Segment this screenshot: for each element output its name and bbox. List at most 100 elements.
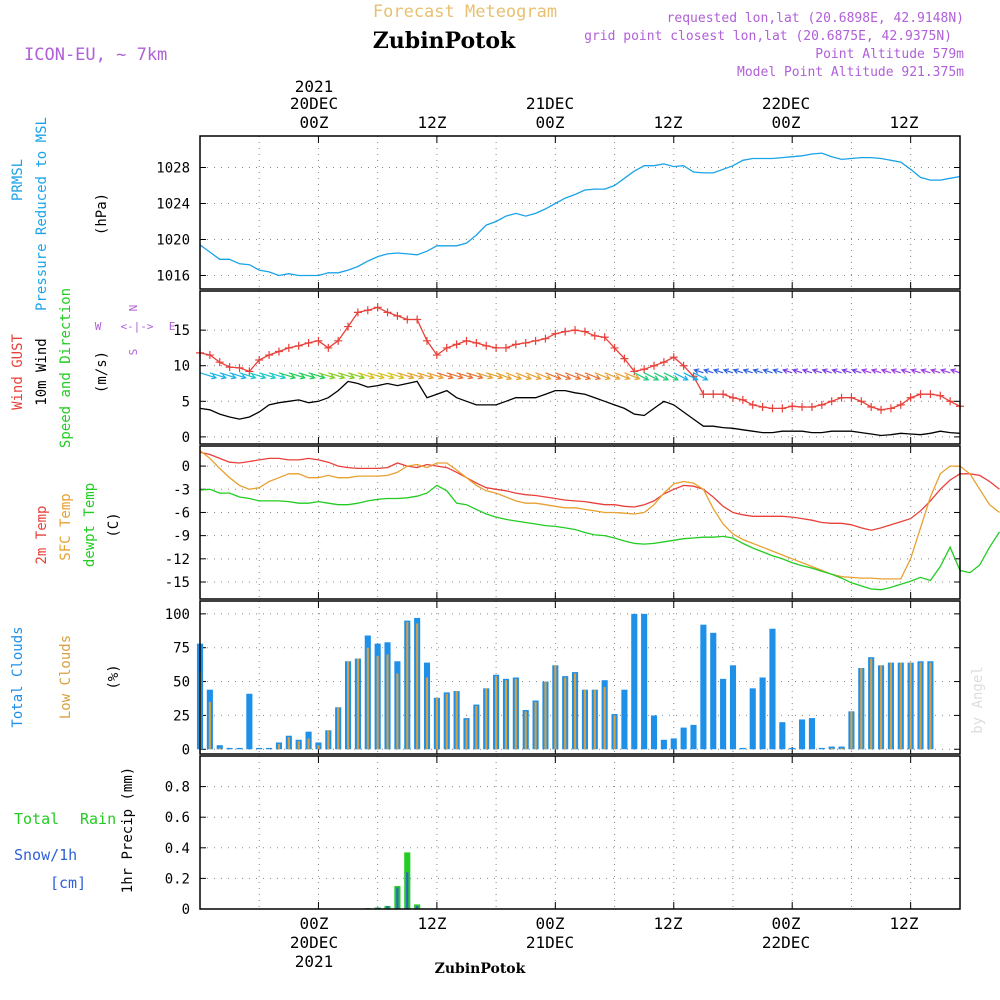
gust-marker bbox=[245, 367, 254, 376]
wind-arrow bbox=[604, 372, 621, 381]
low-cloud-bar bbox=[208, 701, 211, 750]
panel-4: 0 25 50 75 100 bbox=[165, 600, 961, 758]
wind-arrow bbox=[367, 372, 385, 380]
wind-arrow bbox=[851, 368, 862, 374]
total-cloud-bar bbox=[710, 632, 717, 750]
wind-arrow bbox=[673, 372, 689, 381]
wind-arrow bbox=[515, 372, 533, 381]
top-hour-label: 00Z bbox=[300, 113, 329, 132]
wind-arrow bbox=[574, 372, 592, 381]
low-cloud-bar bbox=[406, 621, 409, 750]
low-cloud-bar bbox=[297, 741, 300, 750]
wind-arrow bbox=[722, 368, 734, 374]
wind-arrow bbox=[831, 368, 842, 374]
gust-marker bbox=[462, 336, 471, 345]
bottom-hour-label: 12Z bbox=[654, 914, 683, 933]
wind-arrow bbox=[772, 368, 783, 374]
gust-marker bbox=[877, 405, 886, 414]
total-cloud-bar bbox=[799, 719, 806, 750]
gust-marker bbox=[274, 347, 283, 356]
total-cloud-bar bbox=[246, 693, 253, 750]
gust-marker bbox=[225, 363, 234, 372]
gust-marker bbox=[679, 361, 688, 370]
total-cloud-bar bbox=[700, 624, 707, 750]
wind-arrow bbox=[643, 372, 660, 381]
wind-arrow bbox=[594, 372, 611, 381]
wind-arrow bbox=[436, 372, 455, 380]
gust-marker bbox=[817, 400, 826, 409]
gust-marker bbox=[482, 341, 491, 350]
total-cloud-bar bbox=[621, 689, 628, 750]
wind-arrow bbox=[742, 368, 753, 374]
low-cloud-bar bbox=[346, 661, 350, 750]
precip-unit: 1hr Precip (mm) bbox=[120, 767, 136, 893]
gust-marker bbox=[827, 397, 836, 406]
wind-unit: (m/s) bbox=[94, 351, 110, 393]
footer-station: ZubinPotok bbox=[435, 961, 526, 977]
bottom-hour-label: 12Z bbox=[890, 914, 919, 933]
gust-marker bbox=[511, 340, 520, 349]
total-cloud-bar bbox=[789, 747, 796, 750]
wind-label: 10m Wind bbox=[34, 338, 50, 405]
panel-frame bbox=[199, 445, 961, 600]
wind-arrow bbox=[811, 368, 823, 374]
wind-arrow bbox=[614, 372, 631, 381]
sfc-temp-line bbox=[199, 450, 1000, 580]
gust-marker bbox=[669, 353, 678, 362]
y-tick-label: -15 bbox=[165, 575, 190, 591]
total-cloud-bar bbox=[650, 715, 658, 750]
gust-marker bbox=[630, 367, 639, 376]
top-hour-label: 12Z bbox=[418, 113, 447, 132]
total-clouds-label: Total Clouds bbox=[10, 626, 26, 727]
wind-arrow bbox=[486, 372, 504, 380]
total-cloud-bar bbox=[216, 745, 223, 750]
gust-marker bbox=[403, 315, 412, 324]
low-cloud-bar bbox=[376, 655, 379, 750]
wind-arrow bbox=[476, 372, 494, 380]
top-hour-label: 12Z bbox=[654, 113, 683, 132]
wind-arrow bbox=[268, 372, 287, 380]
wind-arrow bbox=[456, 372, 474, 380]
wind-arrow bbox=[249, 372, 267, 380]
panel-frame bbox=[199, 600, 961, 755]
total-cloud-bar bbox=[680, 727, 687, 750]
wind-arrow bbox=[930, 368, 941, 374]
bottom-day-label: 20DEC bbox=[290, 933, 338, 952]
wind-arrow bbox=[199, 372, 218, 380]
gust-marker bbox=[334, 336, 343, 345]
wind-arrow bbox=[841, 368, 852, 374]
gust-marker bbox=[758, 402, 767, 411]
low-cloud-bar bbox=[416, 623, 419, 750]
low-cloud-bar bbox=[317, 745, 320, 750]
gust-marker bbox=[255, 356, 264, 365]
wind-arrow bbox=[762, 368, 773, 374]
total-cloud-bar bbox=[720, 678, 727, 750]
gust-marker bbox=[640, 365, 649, 374]
wind-arrow bbox=[939, 368, 951, 374]
top-day-label: 21DEC bbox=[526, 94, 574, 113]
wind-arrow bbox=[910, 368, 921, 374]
temp-unit: (C) bbox=[106, 512, 122, 537]
low-cloud-bar bbox=[544, 681, 547, 750]
total-cloud-bar bbox=[256, 747, 263, 750]
gust-marker bbox=[472, 338, 481, 347]
wind-arrow bbox=[634, 372, 650, 381]
low-cloud-bar bbox=[830, 747, 833, 750]
low-cloud-bar bbox=[889, 662, 892, 750]
panel-5: 0 0.2 0.4 0.6 0.8 bbox=[165, 755, 961, 918]
low-cloud-bar bbox=[455, 691, 458, 750]
total-cloud-bar bbox=[236, 747, 243, 750]
compass-east: E bbox=[169, 320, 176, 333]
total-cloud-bar bbox=[759, 677, 766, 750]
total-cloud-bar bbox=[749, 688, 756, 750]
gust-marker bbox=[452, 340, 461, 349]
wind-arrow bbox=[328, 372, 346, 380]
low-cloud-bar bbox=[840, 747, 843, 750]
wind-arrow bbox=[298, 372, 316, 380]
pressure-label-1: PRMSL bbox=[10, 159, 26, 201]
low-cloud-bar bbox=[850, 711, 853, 750]
gust-marker bbox=[896, 400, 905, 409]
gust-marker bbox=[215, 358, 224, 367]
wind-arrow bbox=[446, 372, 464, 380]
